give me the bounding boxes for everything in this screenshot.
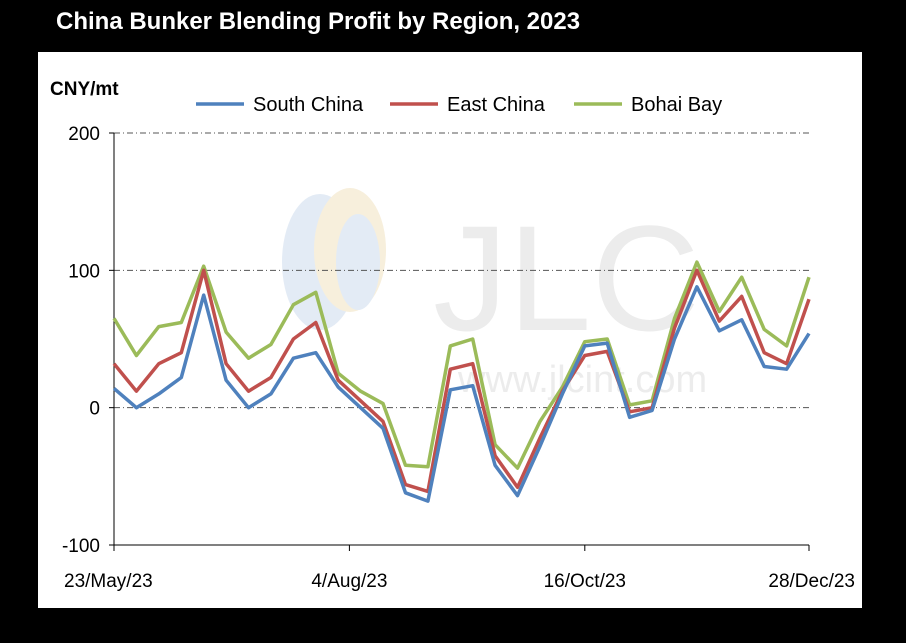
x-tick-label: 23/May/23 — [64, 571, 153, 592]
axes: -100 0 100 200 CNY/mt 23/May/23 4/Aug/23 16/Oct… — [50, 79, 855, 592]
line-chart: JLC www.jlcint.com -100 0 100 200 CNY/mt 23/M… — [50, 79, 855, 592]
title-bar: China Bunker Blending Profit by Region, … — [38, 0, 862, 52]
chart-title: China Bunker Blending Profit by Region, … — [56, 8, 581, 35]
legend: South China East China Bohai Bay — [196, 94, 722, 116]
y-tick-label: 0 — [89, 399, 100, 420]
watermark-logo-text: JLC — [433, 194, 700, 362]
y-tick-label: -100 — [62, 536, 100, 557]
series-line-east-china — [112, 268, 811, 494]
x-tick-label: 28/Dec/23 — [768, 571, 855, 592]
series-lines — [112, 260, 811, 503]
y-tick-label: 100 — [68, 261, 100, 282]
y-tick-label: 200 — [68, 124, 100, 145]
watermark: JLC www.jlcint.com — [282, 188, 707, 401]
chart-frame: China Bunker Blending Profit by Region, … — [38, 0, 862, 608]
legend-label-bohai-bay: Bohai Bay — [631, 94, 722, 116]
y-axis-label: CNY/mt — [50, 79, 119, 100]
x-tick-label: 16/Oct/23 — [544, 571, 626, 592]
gridlines — [114, 132, 809, 409]
legend-label-south-china: South China — [253, 94, 364, 116]
watermark-url: www.jlcint.com — [457, 359, 707, 401]
x-tick-label: 4/Aug/23 — [311, 571, 387, 592]
series-line-bohai-bay — [112, 260, 811, 470]
legend-label-east-china: East China — [447, 94, 546, 116]
watermark-logo-blue-inner-shape — [336, 214, 380, 310]
series-line-south-china — [112, 285, 811, 503]
